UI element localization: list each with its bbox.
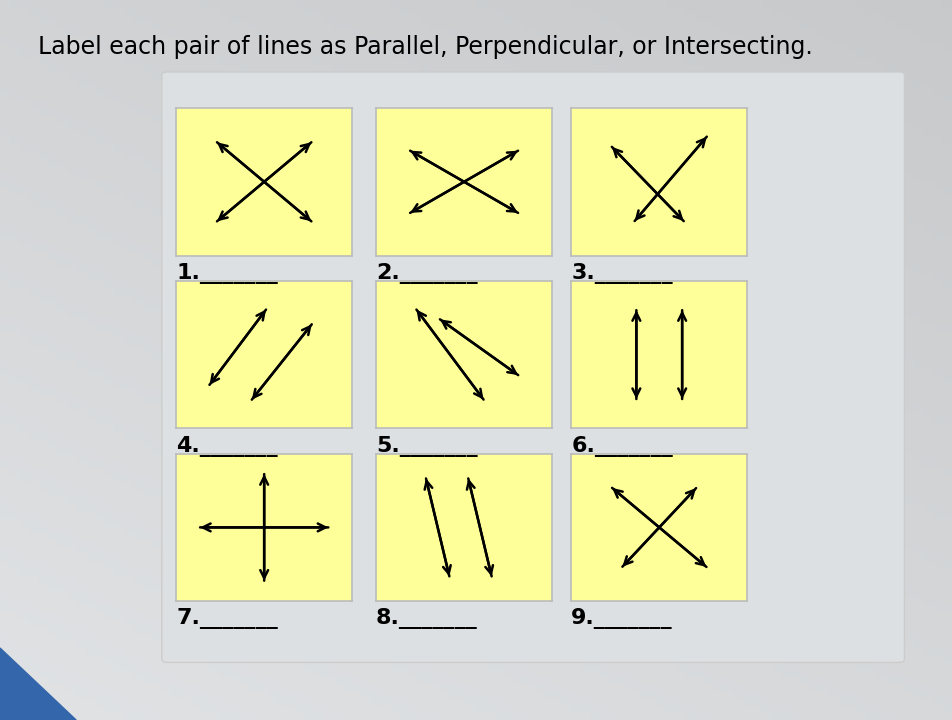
- Text: 9._______: 9._______: [571, 608, 673, 629]
- Polygon shape: [0, 648, 76, 720]
- Text: 3._______: 3._______: [571, 263, 673, 284]
- Text: 4._______: 4._______: [176, 436, 278, 456]
- Text: 5._______: 5._______: [376, 436, 478, 456]
- Text: 8._______: 8._______: [376, 608, 478, 629]
- Text: 6._______: 6._______: [571, 436, 673, 456]
- Text: 2._______: 2._______: [376, 263, 478, 284]
- Text: 1._______: 1._______: [176, 263, 278, 284]
- Text: 7._______: 7._______: [176, 608, 278, 629]
- Text: Label each pair of lines as Parallel, Perpendicular, or Intersecting.: Label each pair of lines as Parallel, Pe…: [38, 35, 813, 59]
